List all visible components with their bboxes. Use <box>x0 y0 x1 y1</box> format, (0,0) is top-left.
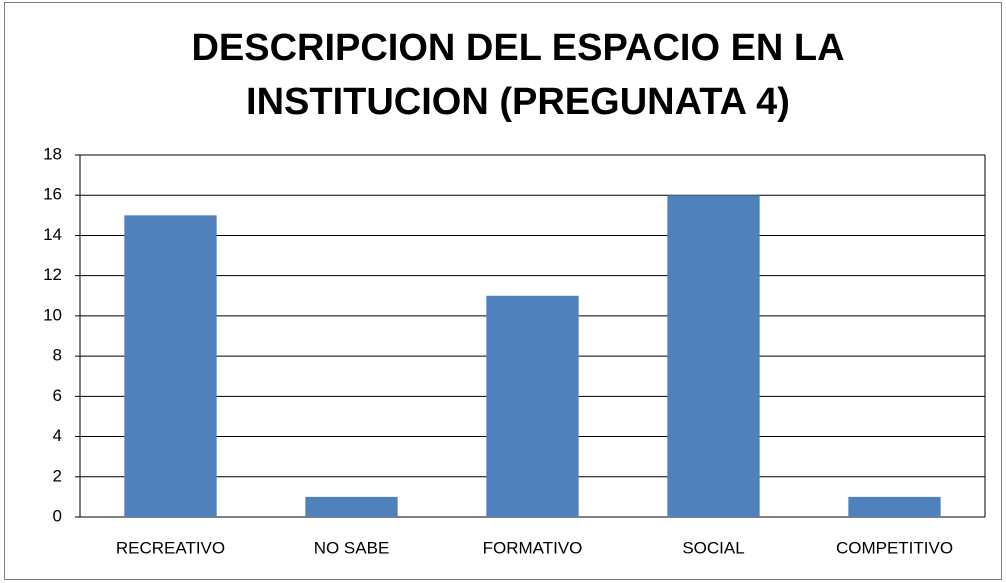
y-tick-label: 18 <box>43 144 62 163</box>
y-tick-label: 2 <box>53 466 62 485</box>
y-tick-label: 12 <box>43 265 62 284</box>
x-tick-label: COMPETITIVO <box>836 538 953 557</box>
y-tick-label: 4 <box>53 426 62 445</box>
bar <box>848 496 941 517</box>
y-tick-label: 0 <box>53 506 62 525</box>
bar <box>124 215 217 518</box>
bar <box>486 295 579 517</box>
bar <box>305 496 398 517</box>
x-tick-label: RECREATIVO <box>116 538 225 557</box>
y-tick-label: 10 <box>43 305 62 324</box>
y-tick-label: 6 <box>53 386 62 405</box>
x-tick-label: SOCIAL <box>682 538 744 557</box>
y-tick-label: 8 <box>53 346 62 365</box>
x-tick-label: FORMATIVO <box>483 538 583 557</box>
chart-title: INSTITUCION (PREGUNATA 4) <box>246 81 790 123</box>
x-tick-label: NO SABE <box>314 538 390 557</box>
chart-title: DESCRIPCION DEL ESPACIO EN LA <box>191 27 844 69</box>
y-tick-label: 14 <box>43 225 62 244</box>
y-tick-label: 16 <box>43 185 62 204</box>
bar <box>667 195 760 517</box>
